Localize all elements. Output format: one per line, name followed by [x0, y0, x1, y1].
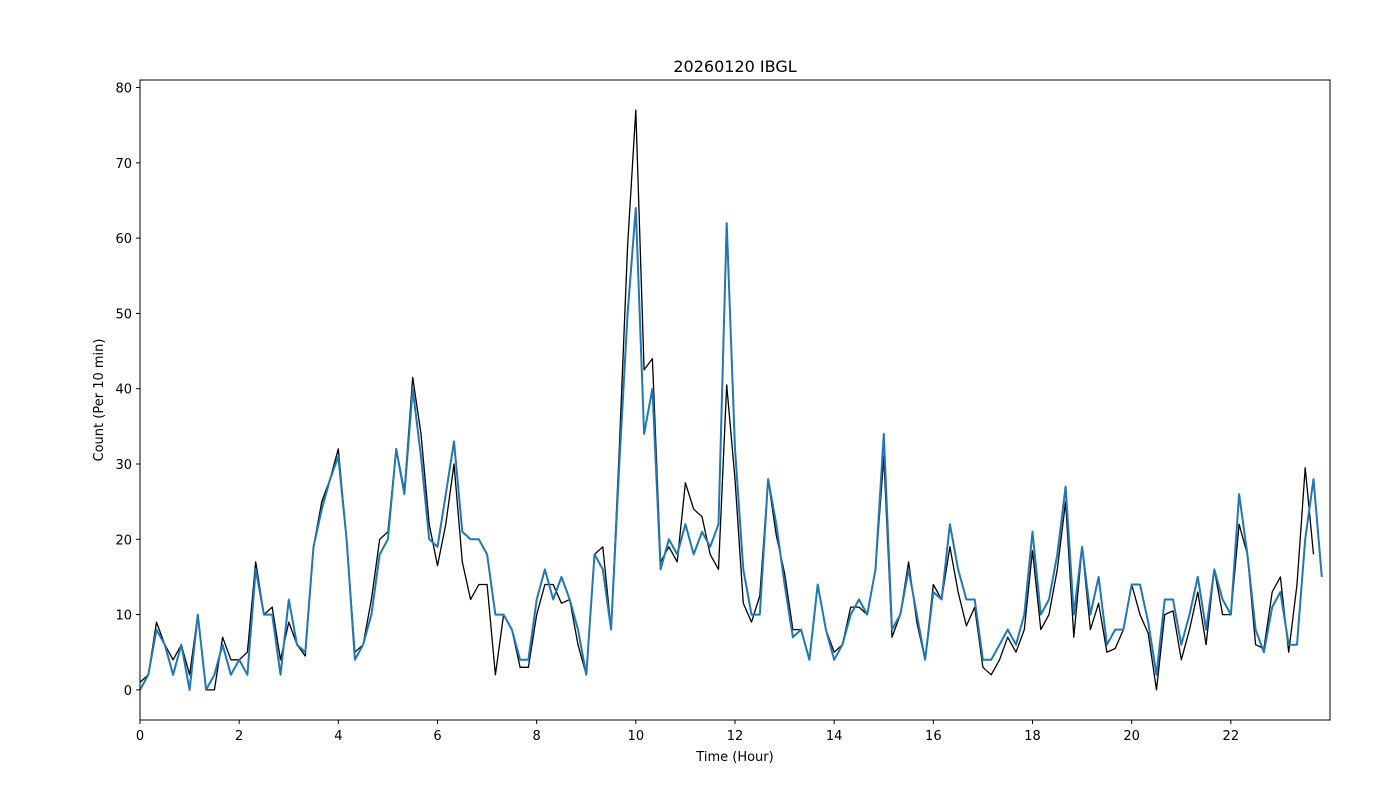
x-tick-label: 12 — [727, 729, 744, 744]
x-tick-label: 14 — [826, 729, 843, 744]
y-tick-label: 10 — [115, 609, 132, 624]
x-tick-label: 22 — [1223, 729, 1240, 744]
x-tick-label: 20 — [1123, 729, 1140, 744]
y-tick-label: 40 — [115, 383, 132, 398]
series-layer — [139, 109, 1323, 691]
series-line-1 — [139, 109, 1315, 691]
chart-title: 20260120 IBGL — [673, 57, 796, 76]
y-tick-label: 0 — [124, 684, 132, 699]
y-tick-label: 80 — [115, 82, 132, 97]
x-tick-label: 16 — [925, 729, 942, 744]
x-tick-label: 2 — [235, 729, 243, 744]
plot-frame — [139, 79, 1331, 721]
y-tick-label: 30 — [115, 458, 132, 473]
x-tick-label: 0 — [136, 729, 144, 744]
y-axis-label: Count (Per 10 min) — [92, 339, 107, 462]
series-line-2 — [139, 207, 1323, 691]
x-axis-ticks: 0 2 4 6 8 10 12 14 16 18 20 22 — [136, 720, 1239, 744]
x-tick-label: 8 — [533, 729, 541, 744]
x-tick-label: 18 — [1024, 729, 1041, 744]
y-axis-ticks: 0 10 20 30 40 50 60 70 80 — [115, 82, 140, 699]
y-tick-label: 60 — [115, 232, 132, 247]
y-tick-label: 50 — [115, 307, 132, 322]
y-tick-label: 20 — [115, 533, 132, 548]
x-axis-label: Time (Hour) — [695, 750, 773, 765]
x-tick-label: 10 — [628, 729, 645, 744]
x-tick-label: 4 — [334, 729, 342, 744]
x-tick-label: 6 — [433, 729, 441, 744]
y-tick-label: 70 — [115, 157, 132, 172]
